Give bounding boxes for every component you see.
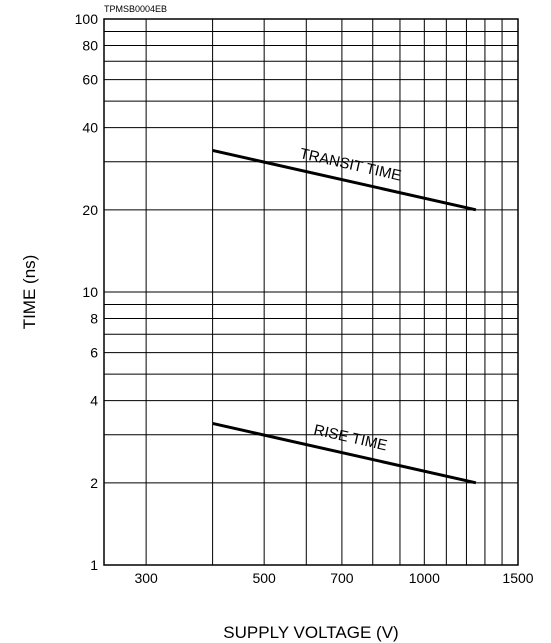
x-tick-label: 1000 [409,570,440,586]
x-axis-label: SUPPLY VOLTAGE (V) [223,623,398,642]
y-tick-label: 20 [82,202,98,218]
y-tick-label: 1 [90,557,98,573]
x-tick-labels: 300 500 700 1000 1500 [134,570,533,586]
y-tick-label: 40 [82,120,98,136]
y-tick-label: 100 [75,11,99,27]
series-line [212,421,477,485]
plot-frame [103,18,519,566]
y-axis-label: TIME (ns) [20,255,39,330]
x-tick-label: 500 [252,570,276,586]
y-tick-label: 60 [82,72,98,88]
y-tick-label: 80 [82,37,98,53]
series-label: TRANSIT TIME [298,145,403,184]
y-tick-label: 6 [90,345,98,361]
y-tick-label: 8 [90,310,98,326]
figure-code: TPMSB0004EB [104,4,167,14]
grid [104,19,519,565]
y-tick-label: 4 [90,393,98,409]
x-tick-label: 1500 [502,570,533,586]
x-tick-label: 300 [134,570,158,586]
series-line [212,148,477,212]
y-tick-labels: 1 2 4 6 8 10 20 40 60 80 100 [75,11,99,573]
x-tick-label: 700 [330,570,354,586]
y-tick-label: 10 [82,284,98,300]
y-tick-label: 2 [90,475,98,491]
